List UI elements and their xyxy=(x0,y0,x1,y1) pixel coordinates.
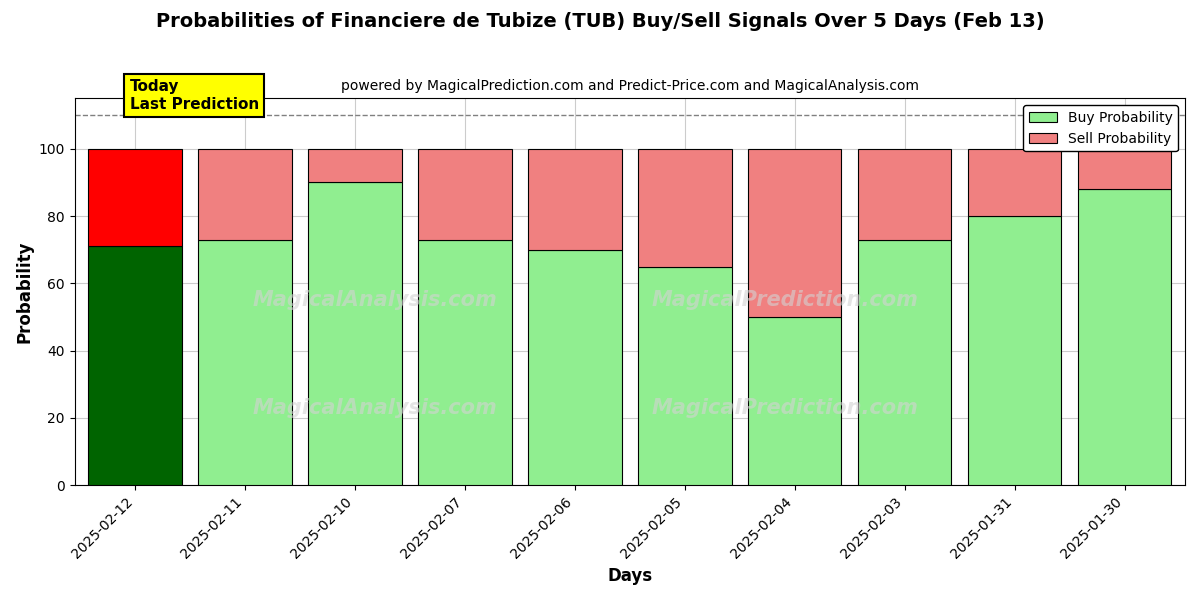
Text: MagicalAnalysis.com: MagicalAnalysis.com xyxy=(252,290,497,310)
Bar xyxy=(528,250,622,485)
Bar xyxy=(198,149,292,239)
Bar xyxy=(1078,149,1171,189)
Bar xyxy=(419,239,511,485)
Text: Today
Last Prediction: Today Last Prediction xyxy=(130,79,259,112)
Legend: Buy Probability, Sell Probability: Buy Probability, Sell Probability xyxy=(1024,105,1178,151)
Bar xyxy=(89,149,182,247)
Bar xyxy=(748,317,841,485)
Bar xyxy=(198,239,292,485)
Bar xyxy=(638,266,732,485)
Text: Probabilities of Financiere de Tubize (TUB) Buy/Sell Signals Over 5 Days (Feb 13: Probabilities of Financiere de Tubize (T… xyxy=(156,12,1044,31)
Bar xyxy=(1078,189,1171,485)
Bar xyxy=(968,216,1061,485)
Bar xyxy=(748,149,841,317)
Bar xyxy=(968,149,1061,216)
Bar xyxy=(638,149,732,266)
Bar xyxy=(528,149,622,250)
X-axis label: Days: Days xyxy=(607,567,653,585)
Bar xyxy=(858,149,952,239)
Text: MagicalAnalysis.com: MagicalAnalysis.com xyxy=(252,398,497,418)
Bar xyxy=(419,149,511,239)
Bar xyxy=(308,182,402,485)
Bar xyxy=(308,149,402,182)
Y-axis label: Probability: Probability xyxy=(16,241,34,343)
Text: MagicalPrediction.com: MagicalPrediction.com xyxy=(652,398,919,418)
Title: powered by MagicalPrediction.com and Predict-Price.com and MagicalAnalysis.com: powered by MagicalPrediction.com and Pre… xyxy=(341,79,919,93)
Text: MagicalPrediction.com: MagicalPrediction.com xyxy=(652,290,919,310)
Bar xyxy=(858,239,952,485)
Bar xyxy=(89,247,182,485)
